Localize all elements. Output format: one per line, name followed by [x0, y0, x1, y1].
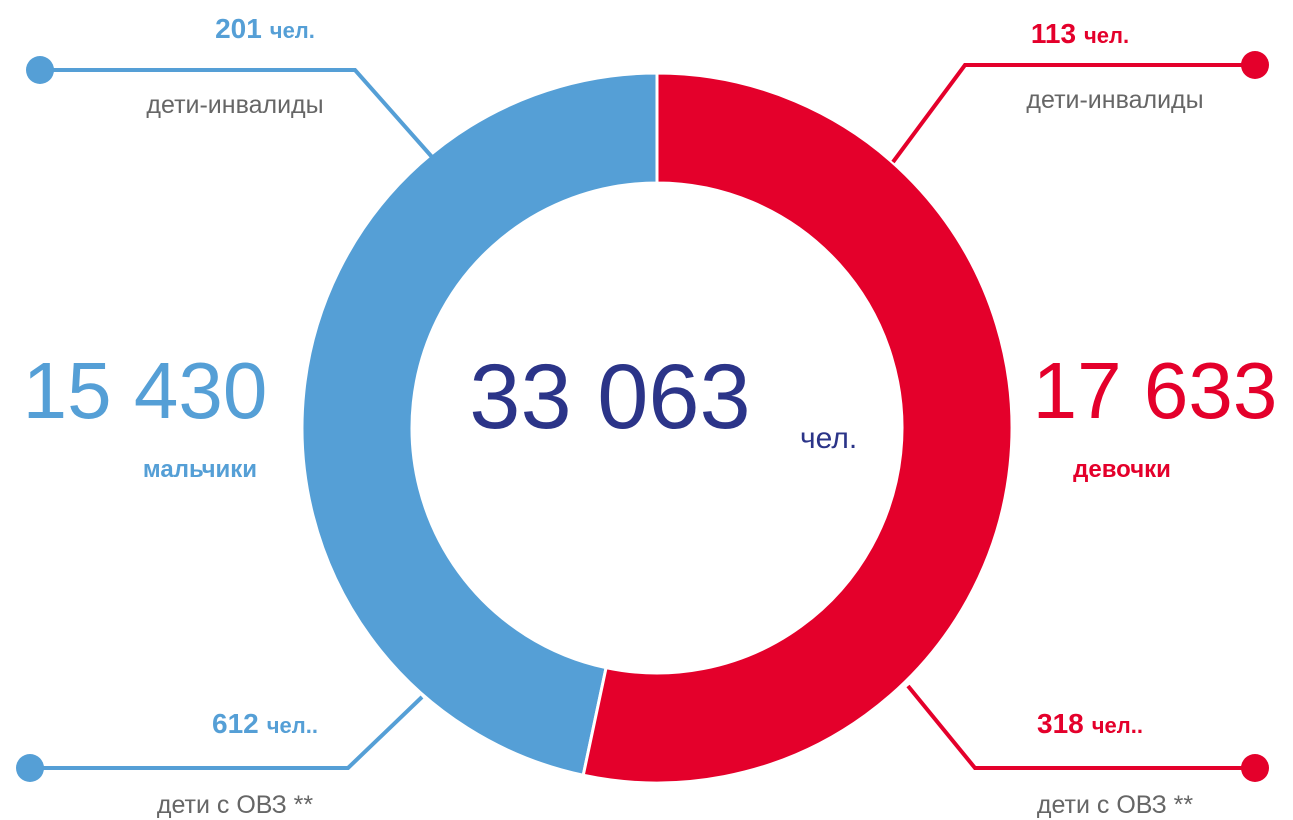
- callout-dot: [1241, 754, 1269, 782]
- callout-number: 318: [1037, 708, 1084, 739]
- callout-value: 113 чел.: [1031, 18, 1129, 49]
- donut-segment: [300, 71, 659, 778]
- total-value: 33 063: [469, 346, 750, 448]
- value-label: 15 430: [23, 346, 268, 435]
- category-label: мальчики: [143, 456, 257, 483]
- callout-number: 612: [212, 708, 259, 739]
- callout-number: 201: [215, 13, 262, 44]
- total-unit: чел.: [800, 422, 857, 455]
- callout-label: дети-инвалиды: [1026, 86, 1203, 114]
- callout-line: [906, 684, 1255, 770]
- callout-unit: чел..: [1092, 713, 1143, 738]
- callout-line: [30, 695, 424, 770]
- callout-value: 612 чел..: [212, 708, 318, 739]
- callout-label: дети с ОВЗ **: [1037, 791, 1194, 819]
- callout-line: [40, 68, 434, 159]
- callout-value: 201 чел.: [215, 13, 315, 44]
- callout-unit: чел.: [1084, 23, 1129, 48]
- callout-dot: [16, 754, 44, 782]
- callout-number: 113: [1031, 18, 1076, 49]
- callout-line: [891, 63, 1255, 164]
- callout-label: дети-инвалиды: [146, 91, 323, 119]
- callout-dot: [26, 56, 54, 84]
- value-label: 17 633: [1033, 346, 1278, 435]
- callout-value: 318 чел..: [1037, 708, 1143, 739]
- callout-unit: чел.: [270, 18, 315, 43]
- callout-dot: [1241, 51, 1269, 79]
- category-label: девочки: [1073, 456, 1171, 483]
- callout-label: дети с ОВЗ **: [157, 791, 314, 819]
- donut-segment: [581, 71, 1014, 785]
- callout-unit: чел..: [267, 713, 318, 738]
